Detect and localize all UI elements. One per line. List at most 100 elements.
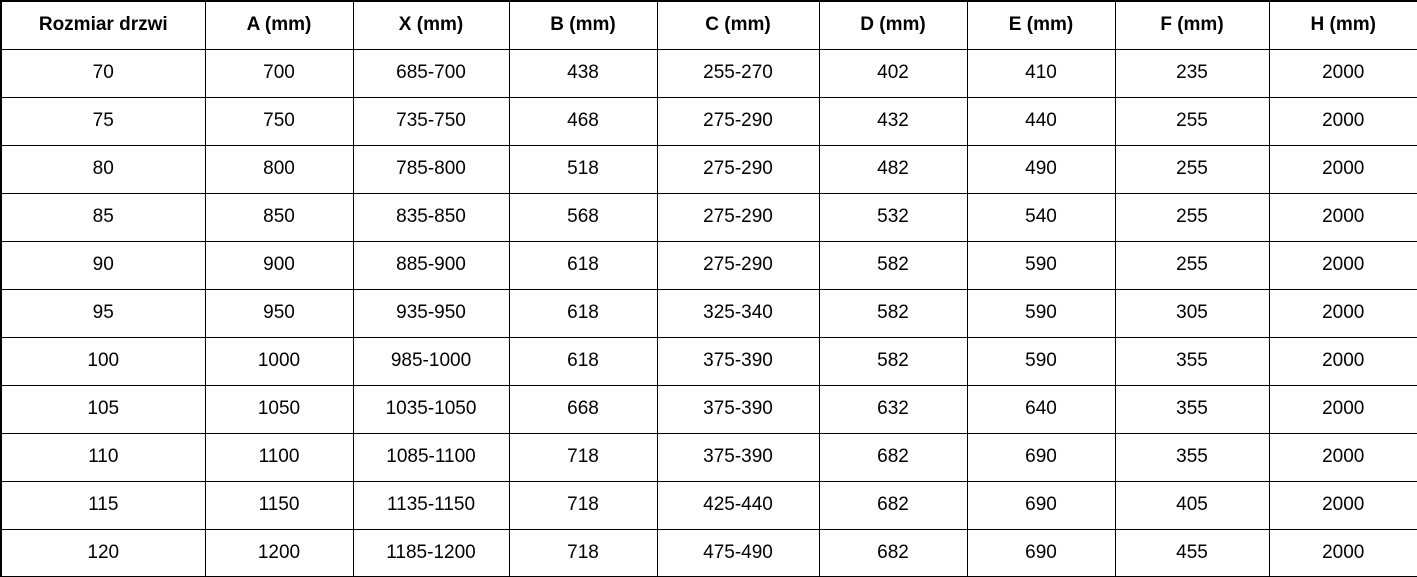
table-cell: 375-390 xyxy=(656,336,820,386)
table-cell: 590 xyxy=(966,240,1116,290)
table-cell: 275-290 xyxy=(656,240,820,290)
table-cell: 468 xyxy=(508,96,658,146)
table-cell: 375-390 xyxy=(656,384,820,434)
table-cell: 355 xyxy=(1114,336,1270,386)
table-cell: 75 xyxy=(0,96,206,146)
table-row: 115 1150 1135-1150 718 425-440 682 690 405 2000 xyxy=(0,480,1417,530)
table-row: 75 750 735-750 468 275-290 432 440 255 2000 xyxy=(0,96,1417,146)
table-cell: 438 xyxy=(508,48,658,98)
table-cell: 405 xyxy=(1114,480,1270,530)
table-cell: 1100 xyxy=(204,432,354,482)
table-cell: 490 xyxy=(966,144,1116,194)
table-cell: 2000 xyxy=(1268,336,1417,386)
table-cell: 690 xyxy=(966,432,1116,482)
table-cell: 2000 xyxy=(1268,144,1417,194)
table-cell: 255 xyxy=(1114,240,1270,290)
table-cell: 668 xyxy=(508,384,658,434)
table-cell: 2000 xyxy=(1268,96,1417,146)
table-cell: 85 xyxy=(0,192,206,242)
table-cell: 1035-1050 xyxy=(352,384,510,434)
table-cell: 432 xyxy=(818,96,968,146)
table-row: 100 1000 985-1000 618 375-390 582 590 355 2000 xyxy=(0,336,1417,386)
table-row: 120 1200 1185-1200 718 475-490 682 690 455 2000 xyxy=(0,528,1417,577)
header-cell: F (mm) xyxy=(1114,0,1270,50)
table-cell: 950 xyxy=(204,288,354,338)
header-cell: A (mm) xyxy=(204,0,354,50)
table-cell: 640 xyxy=(966,384,1116,434)
table-cell: 375-390 xyxy=(656,432,820,482)
table-row: 80 800 785-800 518 275-290 482 490 255 2000 xyxy=(0,144,1417,194)
table-cell: 325-340 xyxy=(656,288,820,338)
table-cell: 235 xyxy=(1114,48,1270,98)
table-cell: 95 xyxy=(0,288,206,338)
table-cell: 90 xyxy=(0,240,206,290)
table-row: 85 850 835-850 568 275-290 532 540 255 2000 xyxy=(0,192,1417,242)
table-cell: 115 xyxy=(0,480,206,530)
table-cell: 835-850 xyxy=(352,192,510,242)
table-cell: 2000 xyxy=(1268,288,1417,338)
table-cell: 1150 xyxy=(204,480,354,530)
table-cell: 275-290 xyxy=(656,96,820,146)
table-cell: 2000 xyxy=(1268,528,1417,577)
table-cell: 532 xyxy=(818,192,968,242)
table-cell: 568 xyxy=(508,192,658,242)
table-cell: 518 xyxy=(508,144,658,194)
table-cell: 718 xyxy=(508,480,658,530)
table-cell: 1200 xyxy=(204,528,354,577)
table-cell: 440 xyxy=(966,96,1116,146)
table-cell: 410 xyxy=(966,48,1116,98)
table-cell: 682 xyxy=(818,480,968,530)
table-cell: 275-290 xyxy=(656,144,820,194)
table-cell: 482 xyxy=(818,144,968,194)
table-cell: 685-700 xyxy=(352,48,510,98)
table-cell: 2000 xyxy=(1268,480,1417,530)
table-cell: 425-440 xyxy=(656,480,820,530)
header-cell: Rozmiar drzwi xyxy=(0,0,206,50)
table-cell: 618 xyxy=(508,336,658,386)
table-row: 105 1050 1035-1050 668 375-390 632 640 355 2000 xyxy=(0,384,1417,434)
table-row: 90 900 885-900 618 275-290 582 590 255 2000 xyxy=(0,240,1417,290)
table-cell: 70 xyxy=(0,48,206,98)
table-cell: 985-1000 xyxy=(352,336,510,386)
header-cell: B (mm) xyxy=(508,0,658,50)
table-cell: 900 xyxy=(204,240,354,290)
table-body: 70 700 685-700 438 255-270 402 410 235 2000 75 750… xyxy=(0,48,1417,577)
table-cell: 682 xyxy=(818,528,968,577)
table-cell: 255 xyxy=(1114,192,1270,242)
table-cell: 475-490 xyxy=(656,528,820,577)
table-cell: 355 xyxy=(1114,432,1270,482)
table-cell: 690 xyxy=(966,480,1116,530)
table-cell: 275-290 xyxy=(656,192,820,242)
table-cell: 682 xyxy=(818,432,968,482)
table-cell: 618 xyxy=(508,288,658,338)
header-cell: X (mm) xyxy=(352,0,510,50)
table-cell: 402 xyxy=(818,48,968,98)
table-cell: 255 xyxy=(1114,144,1270,194)
table-cell: 305 xyxy=(1114,288,1270,338)
table-cell: 700 xyxy=(204,48,354,98)
table-cell: 590 xyxy=(966,288,1116,338)
table-cell: 718 xyxy=(508,528,658,577)
table-cell: 455 xyxy=(1114,528,1270,577)
table-row: 95 950 935-950 618 325-340 582 590 305 2000 xyxy=(0,288,1417,338)
header-cell: E (mm) xyxy=(966,0,1116,50)
table-cell: 2000 xyxy=(1268,48,1417,98)
table-cell: 582 xyxy=(818,336,968,386)
table-cell: 255-270 xyxy=(656,48,820,98)
table-cell: 582 xyxy=(818,288,968,338)
table-cell: 1000 xyxy=(204,336,354,386)
header-cell: D (mm) xyxy=(818,0,968,50)
table-cell: 590 xyxy=(966,336,1116,386)
table-cell: 2000 xyxy=(1268,240,1417,290)
table-cell: 800 xyxy=(204,144,354,194)
table-cell: 690 xyxy=(966,528,1116,577)
table-cell: 618 xyxy=(508,240,658,290)
table-row: 70 700 685-700 438 255-270 402 410 235 2000 xyxy=(0,48,1417,98)
table-cell: 1050 xyxy=(204,384,354,434)
header-cell: H (mm) xyxy=(1268,0,1417,50)
table-cell: 2000 xyxy=(1268,384,1417,434)
table-cell: 885-900 xyxy=(352,240,510,290)
table-cell: 2000 xyxy=(1268,192,1417,242)
